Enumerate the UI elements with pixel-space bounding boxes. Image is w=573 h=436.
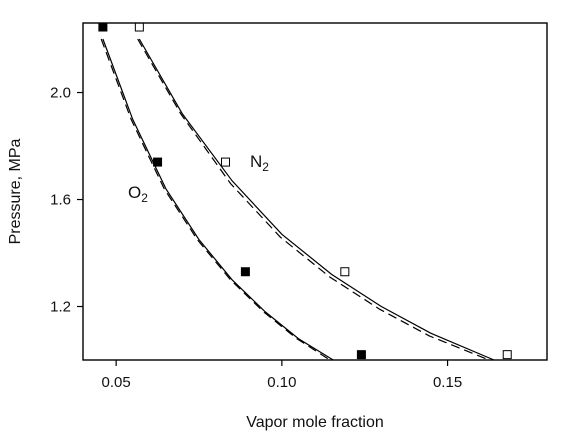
series-o2-solid-curve	[102, 38, 334, 361]
y-axis-title: Pressure, MPa	[7, 138, 24, 244]
series-o2-point	[153, 157, 163, 167]
series-label-o2: O2	[128, 183, 148, 205]
series-label-o2-sub: 2	[141, 191, 148, 205]
x-axis-title: Vapor mole fraction	[246, 414, 384, 431]
series-o2-point	[98, 22, 108, 32]
markers-layer	[98, 22, 512, 360]
series-n2-point	[502, 350, 512, 360]
y-tick-label: 1.2	[50, 299, 71, 316]
curves-layer	[100, 38, 495, 361]
y-axis: 1.2 1.6 2.0	[50, 85, 83, 316]
series-label-n2-main: N	[250, 152, 262, 171]
y-tick-label: 2.0	[50, 85, 71, 102]
x-axis: 0.05 0.10 0.15	[102, 360, 462, 391]
x-tick-label: 0.05	[102, 374, 131, 391]
series-n2-dashed-curve	[137, 38, 490, 361]
series-label-o2-main: O	[128, 183, 141, 202]
x-tick-label: 0.15	[433, 374, 462, 391]
series-n2-point	[221, 157, 231, 167]
series-n2-point	[134, 22, 144, 32]
plot-frame	[82, 22, 548, 361]
series-o2-dashed-curve	[100, 38, 331, 361]
series-label-n2-sub: 2	[262, 160, 269, 174]
series-n2-solid-curve	[138, 38, 495, 361]
series-label-n2: N2	[250, 152, 269, 174]
series-o2-point	[240, 267, 250, 277]
series-o2-point	[356, 350, 366, 360]
series-n2-point	[340, 267, 350, 277]
y-tick-label: 1.6	[50, 192, 71, 209]
x-tick-label: 0.10	[267, 374, 296, 391]
